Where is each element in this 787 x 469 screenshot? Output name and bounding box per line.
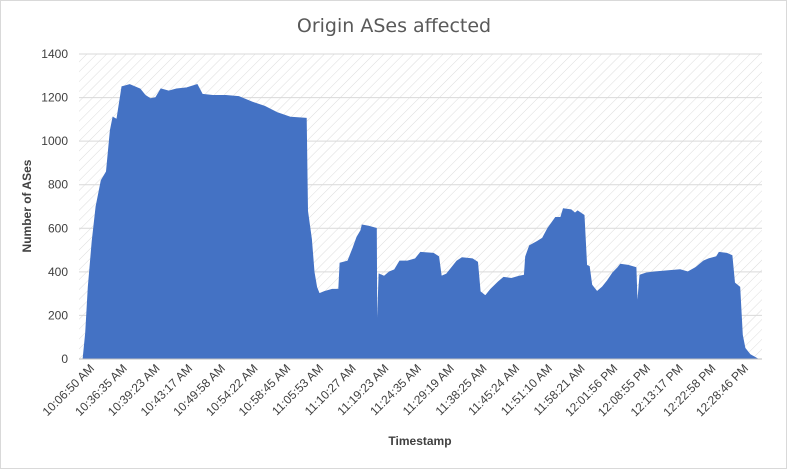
- y-tick-label: 1000: [41, 134, 68, 148]
- y-tick-label: 200: [48, 308, 68, 322]
- y-tick-label: 800: [48, 178, 68, 192]
- y-axis: 0 200 400 600 800 1000 1200 1400: [41, 47, 68, 366]
- x-axis-title: Timestamp: [388, 434, 451, 448]
- chart-title: Origin ASes affected: [297, 15, 491, 37]
- y-tick-label: 1200: [41, 91, 68, 105]
- y-tick-label: 600: [48, 221, 68, 235]
- y-tick-label: 0: [61, 352, 68, 366]
- y-axis-title: Number of ASes: [20, 159, 34, 252]
- series-area: [82, 84, 760, 360]
- y-tick-label: 400: [48, 265, 68, 279]
- y-tick-label: 1400: [41, 47, 68, 61]
